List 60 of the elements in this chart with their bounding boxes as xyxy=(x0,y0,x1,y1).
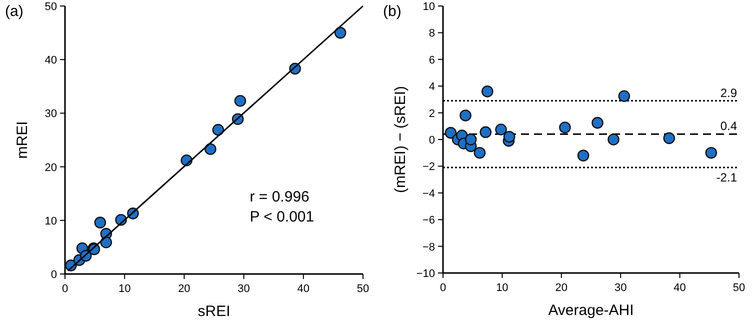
y-tick-label: 30 xyxy=(44,108,57,120)
x-axis-title: sREI xyxy=(198,303,230,320)
point xyxy=(480,126,492,138)
y-tick-label: 0 xyxy=(50,269,57,281)
x-tick-label: 0 xyxy=(62,283,68,295)
annotation: P < 0.001 xyxy=(250,208,314,226)
ref-line-label: 2.9 xyxy=(720,86,738,100)
y-tick-label: 6 xyxy=(428,54,435,66)
y-tick-label: 4 xyxy=(428,81,435,94)
x-tick-label: 40 xyxy=(674,282,686,294)
y-tick-label: −8 xyxy=(422,241,435,254)
chart-title: (b) xyxy=(383,3,402,20)
point xyxy=(503,130,516,143)
x-tick-label: 0 xyxy=(440,282,446,294)
point xyxy=(474,146,486,159)
point xyxy=(592,116,604,129)
x-tick-label: 30 xyxy=(238,283,250,295)
point xyxy=(559,122,571,134)
point xyxy=(234,94,246,107)
point xyxy=(444,126,457,139)
point xyxy=(608,134,620,146)
y-tick-label: 20 xyxy=(44,162,57,174)
point xyxy=(464,134,477,146)
x-tick-label: 10 xyxy=(496,282,508,294)
y-axis-title: (mREI) − (sREI) xyxy=(392,86,409,194)
ref-line-label: 0.4 xyxy=(720,119,738,134)
x-tick-label: 50 xyxy=(356,283,370,295)
y-tick-label: 10 xyxy=(44,215,57,228)
x-tick-label: 50 xyxy=(732,282,746,294)
y-tick-label: 10 xyxy=(422,1,435,13)
x-tick-label: 40 xyxy=(297,283,310,295)
y-tick-label: 2 xyxy=(428,108,435,120)
point xyxy=(460,110,472,122)
x-tick-label: 20 xyxy=(555,282,568,294)
point xyxy=(482,86,494,98)
y-axis-title: mREI xyxy=(14,121,31,159)
point xyxy=(212,124,224,136)
point xyxy=(705,146,718,159)
point xyxy=(94,216,106,228)
point xyxy=(577,150,590,162)
x-tick-label: 20 xyxy=(178,283,190,295)
point xyxy=(334,26,346,39)
point xyxy=(618,90,630,102)
y-tick-label: 8 xyxy=(428,28,435,40)
y-tick-label: −2 xyxy=(422,161,435,174)
point xyxy=(204,143,216,156)
x-axis-title: Average-AHI xyxy=(548,302,634,319)
point xyxy=(495,124,507,136)
y-tick-label: −4 xyxy=(422,188,435,200)
x-tick-label: 30 xyxy=(614,282,627,294)
y-tick-label: −10 xyxy=(416,268,435,280)
chart-title: (a) xyxy=(5,3,24,20)
y-tick-label: 0 xyxy=(428,134,435,146)
y-tick-label: 50 xyxy=(44,1,57,13)
x-tick-label: 10 xyxy=(118,283,131,295)
ref-line-label: -2.1 xyxy=(716,170,738,185)
y-tick-label: 40 xyxy=(44,54,57,67)
y-tick-label: −6 xyxy=(422,214,435,227)
point xyxy=(663,132,676,144)
annotation: r = 0.996 xyxy=(250,188,310,206)
